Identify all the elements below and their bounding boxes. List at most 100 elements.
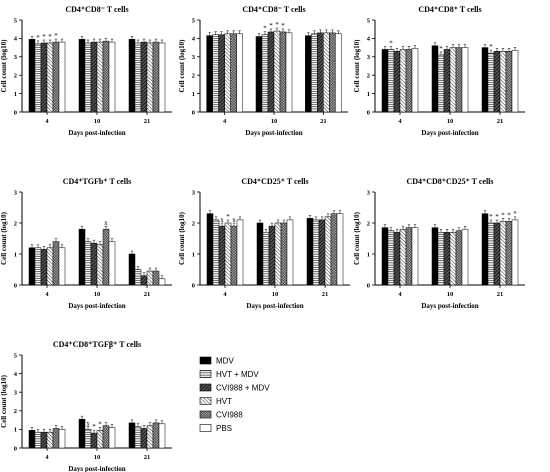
legend-swatch-pbs [199,424,212,432]
chart-title: CD4⁺CD8⁺ T cells [418,5,481,14]
chart-title: CD4⁺CD8⁺TGFβ⁺ T cells [53,340,141,349]
bar-pbs-day-4 [411,227,419,286]
bar-mdv-day-21 [481,213,489,286]
bar-pbs-day-21 [336,213,344,286]
chart-panel-3: CD4⁺CD8⁺ T cells Cell count (log10) Days p… [353,5,525,137]
y-tick-label: 2 [367,73,370,80]
bar-cvi988-mdv-day-10 [443,232,451,286]
x-tick-label: 10 [94,454,101,461]
y-tick-label: 0 [367,282,370,289]
bar-cvi988-mdv-day-10 [268,225,276,286]
bar-mdv-day-10 [255,36,263,113]
bar-cvi988-mdv-day-4 [40,431,48,449]
bar-cvi988-mdv-day-21 [140,41,148,113]
x-tick-label: 21 [322,291,329,298]
y-tick-label: 2 [367,220,370,227]
bar-cvi988-mdv-day-21 [493,51,501,113]
chart-panel-4: CD4⁺TGFb⁺ T cells Cell count (log10) Days … [0,177,172,310]
bar-hvt-day-10 [96,244,104,286]
significance-marker: * [513,210,517,218]
bar-hvt-day-4 [46,42,54,113]
bar-cvi988-mdv-day-21 [317,32,324,113]
y-tick-label: 3 [14,390,18,397]
significance-marker: x [232,216,236,224]
bar-mdv-day-10 [431,45,439,113]
x-tick-label: 4 [398,291,402,298]
legend-label: HVT + MDV [216,370,259,379]
bar-cvi988-day-21 [505,221,513,286]
x-tick-label: 10 [94,118,101,125]
bar-pbs-day-10 [286,219,294,286]
x-axis-label: Days post-infection [68,465,125,472]
y-tick-label: 3 [367,54,371,61]
legend: MDV HVT + MDV CVI988 + MDV HVT CVI988 PBS [199,357,270,433]
bar-mdv-day-4 [28,39,36,113]
significance-marker: * [92,423,96,431]
y-tick-label: 1 [14,427,17,434]
bar-mdv-day-21 [128,253,136,286]
bar-cvi988-day-10 [455,230,463,286]
legend-label: CVI988 + MDV [216,384,270,393]
y-axis-label: Cell count (log10) [178,211,186,265]
bar-cvi988-day-10 [102,425,110,449]
bar-mdv-day-10 [78,228,86,286]
bar-hvt-day-10 [96,430,104,449]
bar-pbs-day-21 [158,423,166,449]
bar-cvi988-mdv-day-4 [393,232,401,286]
chart-panel-6: CD4⁺CD8⁺CD25⁺ T cells Cell count (log10) D… [353,177,525,310]
bar-hvt-day-21 [499,221,507,286]
bar-mdv-day-10 [78,39,86,113]
bar-pbs-day-4 [411,48,419,113]
x-axis-label: Days post-infection [68,302,125,310]
bar-hvt-mdv-day-21 [134,42,142,113]
bar-cvi988-mdv-day-21 [493,222,501,286]
x-tick-label: 4 [223,118,227,125]
chart-title: CD4⁺CD8⁻ T cells [242,5,305,14]
bar-mdv-day-10 [431,227,439,286]
bar-hvt-day-4 [224,222,232,286]
significance-marker: * [495,213,499,221]
bar-cvi988-mdv-day-21 [140,275,148,286]
bar-pbs-day-4 [58,41,66,113]
y-tick-label: 1 [367,251,370,258]
legend-label: PBS [216,424,232,433]
bar-pbs-day-10 [285,32,293,113]
bar-cvi988-mdv-day-4 [218,34,225,113]
bar-cvi988-mdv-day-10 [90,432,98,449]
bar-hvt-day-21 [499,51,507,113]
x-tick-label: 10 [271,118,278,125]
significance-marker: * [501,211,505,219]
legend-swatch-hvt-mdv [199,370,212,378]
x-tick-label: 10 [447,291,454,298]
bar-cvi988-day-10 [279,31,287,113]
bar-hvt-mdv-day-21 [311,33,318,113]
x-tick-label: 10 [272,291,279,298]
y-axis-label: Cell count (log10) [353,211,361,265]
y-tick-label: 0 [192,282,195,289]
bar-cvi988-mdv-day-4 [40,249,48,286]
significance-marker: * [36,34,40,42]
bar-pbs-day-4 [236,219,244,286]
significance-marker: x [220,216,224,224]
y-tick-label: 0 [14,282,17,289]
significance-marker: * [42,33,46,41]
y-tick-label: 5 [14,17,18,24]
bar-hvt-mdv-day-21 [134,269,142,286]
significance-marker: * [269,22,273,30]
significance-marker: * [489,213,493,221]
bar-mdv-day-10 [78,418,86,449]
x-tick-label: 21 [144,291,151,298]
bar-pbs-day-21 [158,42,166,113]
bar-cvi988-day-10 [455,47,463,113]
bar-cvi988-mdv-day-10 [90,242,98,286]
bar-mdv-day-4 [206,213,214,286]
bar-cvi988-mdv-day-4 [40,42,48,113]
bar-hvt-mdv-day-21 [134,426,142,449]
y-tick-label: 3 [192,54,196,61]
bar-cvi988-day-4 [230,33,237,113]
y-axis-label: Cell count (log10) [0,39,8,93]
bar-mdv-day-4 [206,35,213,113]
y-tick-label: 0 [14,445,17,452]
significance-marker: * [226,213,230,221]
bar-mdv-day-21 [128,39,136,113]
